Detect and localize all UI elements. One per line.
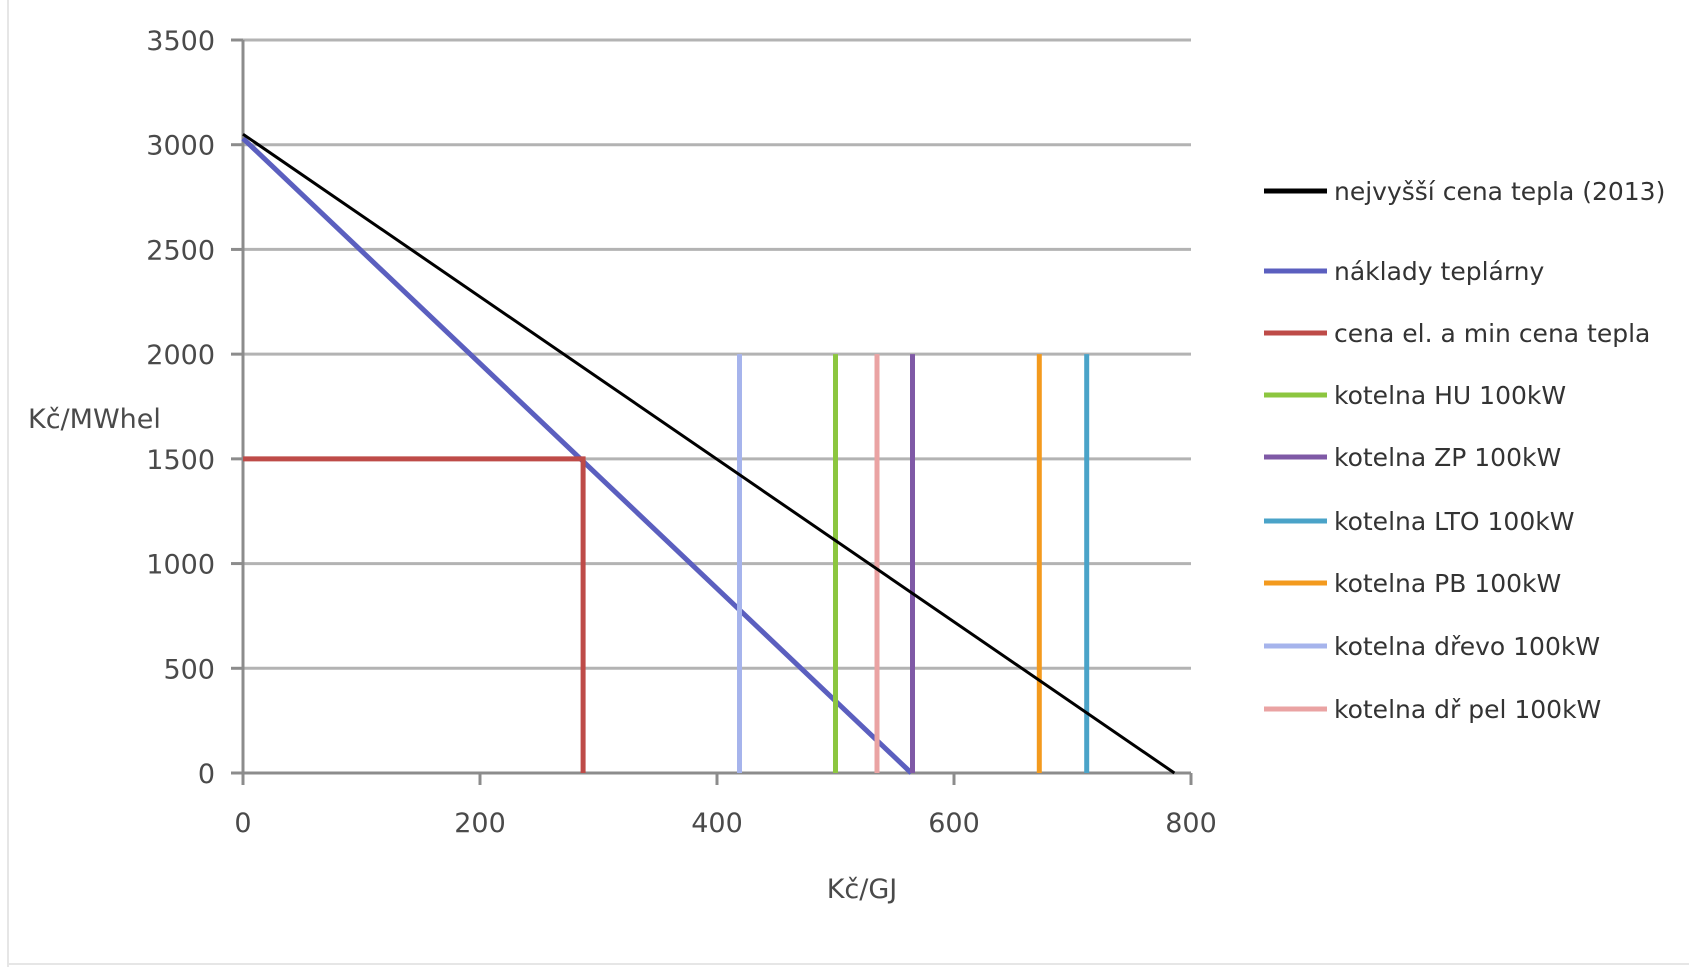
y-axis-ticks: 0 500 1000 1500 2000 2500 3000 3500	[146, 26, 243, 790]
y-tick-label: 3000	[146, 131, 215, 162]
series-line-1	[241, 136, 914, 775]
legend-label: kotelna dř pel 100kW	[1334, 695, 1601, 724]
series-line-0	[242, 132, 1176, 775]
legend-label: nejvyšší cena tepla (2013)	[1334, 177, 1665, 206]
y-tick-label: 3500	[146, 26, 215, 57]
legend-label: kotelna dřevo 100kW	[1334, 632, 1600, 661]
y-tick-label: 2000	[146, 340, 215, 371]
y-axis-title: Kč/MWhel	[28, 404, 161, 435]
legend-label: kotelna LTO 100kW	[1334, 507, 1574, 536]
x-tick-label: 400	[691, 808, 743, 839]
x-tick-label: 600	[928, 808, 980, 839]
y-tick-label: 0	[198, 759, 215, 790]
x-tick-label: 200	[454, 808, 506, 839]
legend-label: kotelna PB 100kW	[1334, 569, 1561, 598]
y-tick-label: 1500	[146, 445, 215, 476]
x-axis-ticks: 0 200 400 600 800	[234, 773, 1217, 839]
y-tick-label: 2500	[146, 235, 215, 266]
legend-label: cena el. a min cena tepla	[1334, 319, 1650, 348]
legend: nejvyšší cena tepla (2013) náklady teplár…	[1264, 177, 1665, 724]
x-tick-label: 800	[1165, 808, 1217, 839]
y-tick-label: 500	[163, 654, 215, 685]
plot-area	[241, 132, 1176, 775]
chart-frame	[7, 0, 1689, 967]
y-tick-label: 1000	[146, 550, 215, 581]
legend-label: kotelna HU 100kW	[1334, 381, 1566, 410]
series-line-2	[243, 456, 586, 773]
x-tick-label: 0	[234, 808, 251, 839]
x-axis-title: Kč/GJ	[827, 874, 898, 905]
axes	[241, 40, 1191, 775]
legend-label: kotelna ZP 100kW	[1334, 443, 1561, 472]
gridlines	[243, 38, 1191, 670]
legend-label: náklady teplárny	[1334, 257, 1545, 286]
